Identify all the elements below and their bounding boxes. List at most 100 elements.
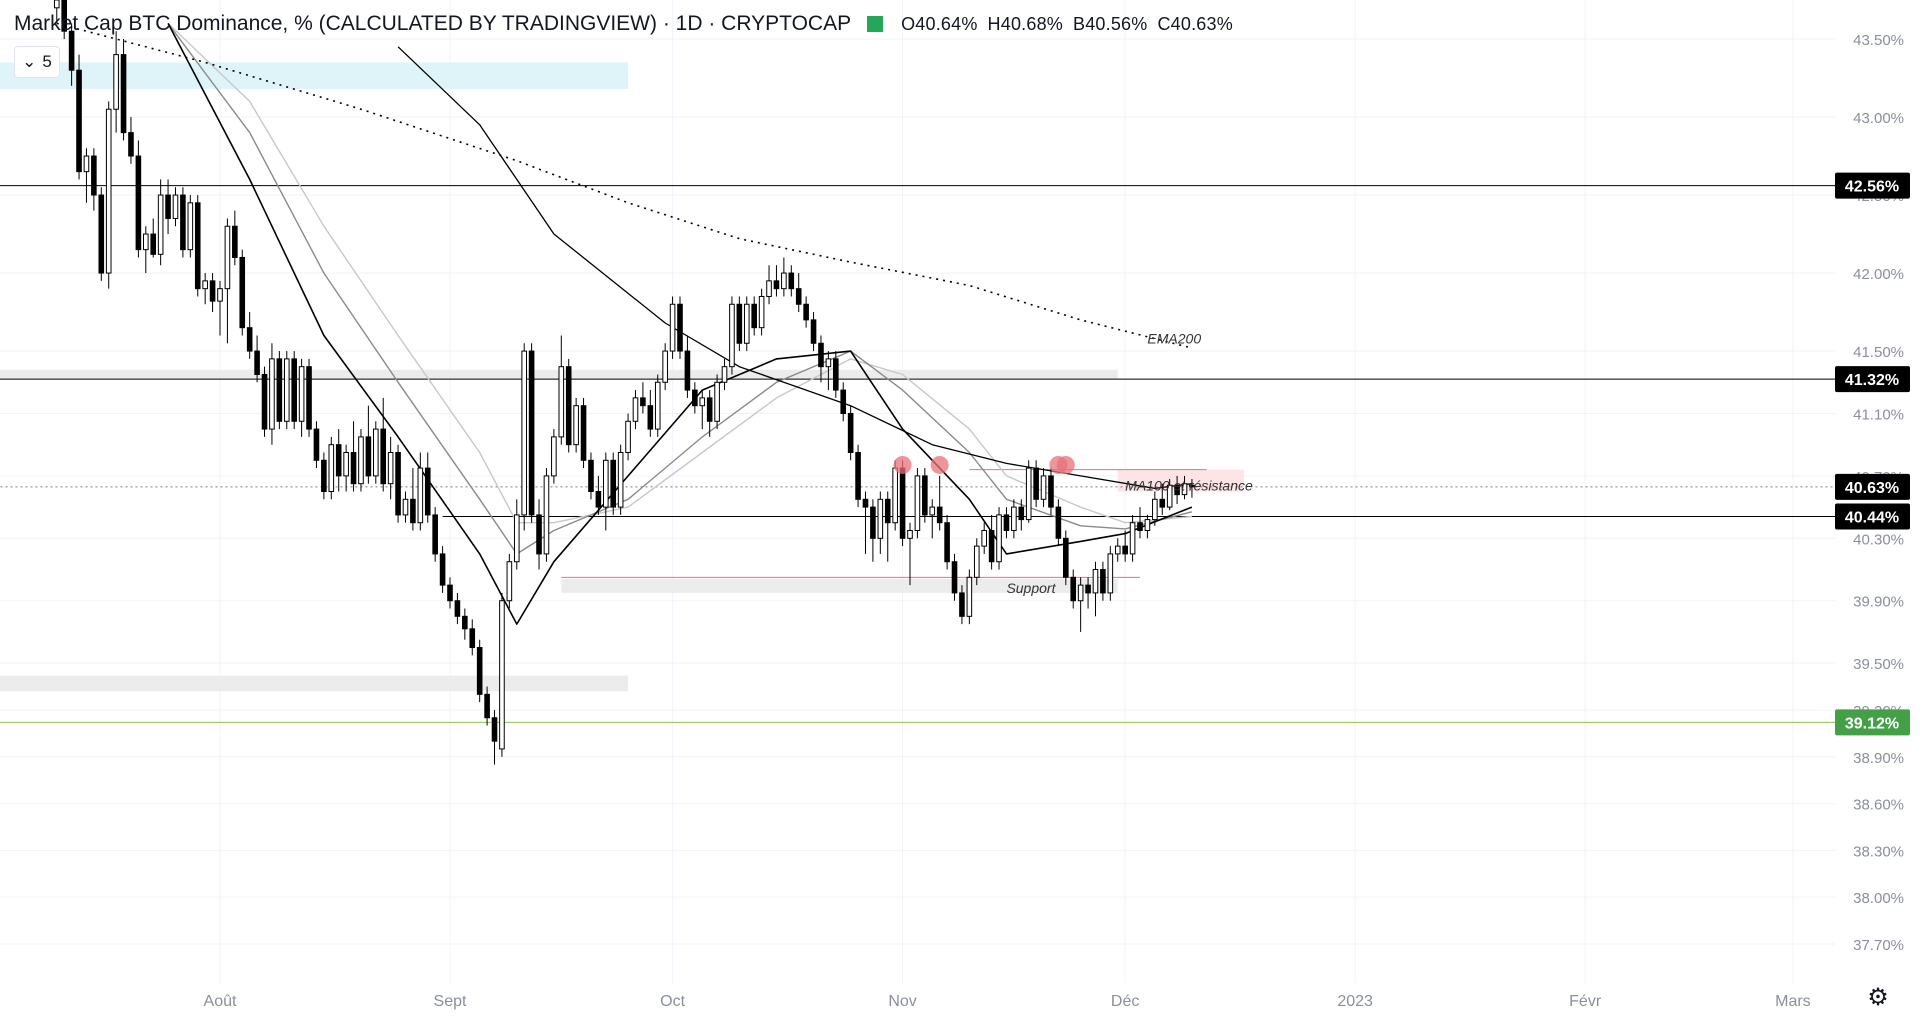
candle-body: [573, 405, 579, 446]
candle-body: [276, 358, 283, 422]
zone-blue: [0, 62, 629, 89]
candle-body: [521, 350, 527, 516]
candle-body: [269, 358, 275, 430]
ohlc-high: H40.68%: [987, 13, 1063, 34]
candle-body: [669, 303, 676, 352]
zone-resistance: [1117, 469, 1244, 492]
price-label-text: 40.44%: [1845, 509, 1899, 526]
annotations: EMA200 MA100 et résistance Support: [1006, 331, 1253, 597]
time-axis[interactable]: Août Sept Oct Nov Déc 2023 Févr Mars: [204, 993, 1811, 1010]
candle-body: [929, 506, 936, 516]
ma100-line: [397, 46, 1192, 490]
candle-body: [172, 194, 179, 219]
candle-body: [640, 397, 646, 407]
price-tick-label: 39.90%: [1853, 594, 1904, 611]
resistance-touch-point: [1049, 455, 1068, 474]
candle-body: [892, 467, 898, 524]
candle-body: [803, 303, 809, 321]
candle-body: [758, 295, 765, 329]
candle-body: [373, 428, 379, 477]
candle-body: [335, 444, 342, 477]
candle-body: [736, 303, 743, 344]
candle-body: [217, 288, 223, 302]
candle-body: [410, 498, 416, 524]
candle-body: [692, 389, 698, 407]
price-label-badge: [1835, 172, 1910, 199]
time-tick-label: Mars: [1775, 993, 1811, 1010]
candle-body: [588, 459, 594, 492]
candle-body: [684, 350, 691, 391]
candle-body: [847, 412, 854, 453]
ema200-line: [56, 22, 1193, 349]
candle-body: [1152, 498, 1158, 521]
candle-body: [536, 514, 542, 555]
candle-body: [973, 545, 980, 578]
candle-body: [68, 30, 75, 71]
candle-body: [1003, 514, 1010, 532]
candle-body: [491, 717, 498, 742]
candle-body: [350, 451, 357, 485]
candle-body: [202, 280, 208, 290]
candle-body: [959, 592, 965, 617]
candle-body: [899, 467, 906, 539]
candles: [53, 0, 1195, 765]
indicators-toggle-button[interactable]: ⌄ 5: [14, 46, 60, 78]
candle-body: [365, 436, 372, 477]
zone-gray: [0, 675, 629, 692]
price-tick-label: 41.50%: [1853, 344, 1904, 361]
candle-body: [157, 194, 164, 255]
candle-body: [766, 280, 772, 297]
candle-body: [558, 366, 565, 438]
candle-body: [417, 467, 424, 524]
candle-body: [239, 256, 246, 329]
touch-points: [893, 455, 1075, 474]
time-tick-label: Oct: [660, 993, 685, 1010]
settings-gear-icon[interactable]: ⚙: [1867, 984, 1889, 1011]
candle-body: [1144, 519, 1151, 532]
price-label-text: 40.63%: [1845, 480, 1899, 497]
candle-body: [647, 405, 654, 430]
candle-body: [595, 491, 602, 508]
candle-body: [617, 451, 624, 508]
candle-body: [105, 108, 112, 274]
candle-body: [1122, 545, 1128, 555]
candle-body: [729, 303, 735, 368]
price-label-badge: [1835, 709, 1910, 736]
candle-body: [833, 358, 839, 391]
candle-body: [387, 451, 394, 485]
candle-body: [261, 373, 268, 430]
symbol-title[interactable]: Market Cap BTC Dominance, % (CALCULATED …: [14, 12, 852, 35]
candle-body: [447, 584, 453, 602]
price-label-badge: [1835, 473, 1910, 500]
candle-body: [966, 576, 973, 617]
candle-body: [988, 530, 995, 563]
candle-body: [1107, 553, 1114, 594]
candle-body: [996, 514, 1002, 563]
candle-body: [180, 194, 186, 251]
candle-body: [165, 194, 171, 219]
price-axis[interactable]: 43.50%43.00%42.50%42.00%41.50%41.10%40.7…: [1835, 32, 1910, 954]
price-label-text: 41.32%: [1845, 372, 1899, 389]
price-tick-label: 43.50%: [1853, 32, 1904, 49]
candle-body: [1129, 522, 1136, 555]
candle-body: [1189, 484, 1195, 488]
candle-body: [810, 319, 817, 344]
time-tick-label: 2023: [1337, 993, 1373, 1010]
candle-body: [907, 530, 913, 539]
candle-body: [83, 155, 90, 173]
candle-body: [870, 506, 876, 539]
candle-body: [194, 202, 201, 290]
annotation-label: Support: [1006, 580, 1056, 596]
annotation-label: MA100 et résistance: [1125, 477, 1253, 493]
zone-gray: [561, 578, 1118, 593]
candle-body: [625, 420, 631, 453]
candle-body: [528, 350, 535, 516]
candle-body: [884, 498, 891, 524]
ohlc-low: B40.56%: [1073, 13, 1148, 34]
price-label-badge: [1835, 503, 1910, 530]
candle-body: [1040, 475, 1047, 500]
candle-body: [855, 451, 861, 500]
candle-body: [343, 451, 349, 477]
